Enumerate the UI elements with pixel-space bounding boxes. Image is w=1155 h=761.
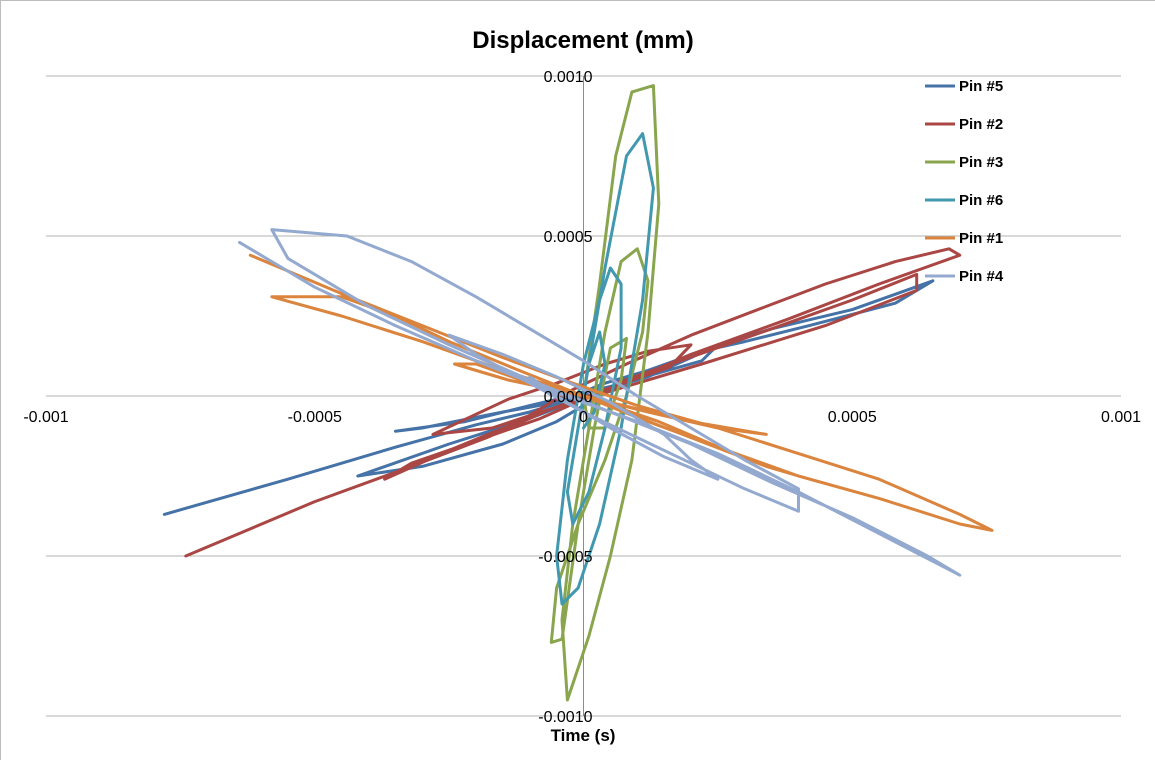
- y-tick-label-3: -0.0005: [538, 549, 592, 566]
- legend-item-5[interactable]: Pin #4: [925, 268, 1004, 285]
- y-tick-label-0: 0.0010: [544, 69, 593, 86]
- x-tick-label-1: -0.0005: [288, 409, 342, 426]
- legend-item-0[interactable]: Pin #5: [925, 78, 1003, 95]
- tick-labels: -0.001 -0.0005 0 0.0005 0.001 0.0010 0.0005 0.0…: [23, 69, 1141, 726]
- legend-item-1[interactable]: Pin #2: [925, 116, 1003, 133]
- series-line-pin-1: [248, 253, 994, 532]
- chart-title: Displacement (mm): [472, 27, 693, 54]
- legend-item-3[interactable]: Pin #6: [925, 192, 1003, 209]
- data-series: [162, 84, 994, 702]
- series-line-pin-4: [238, 228, 962, 577]
- legend: Pin #5 Pin #2 Pin #3 Pin #6 Pin #1 Pin #4: [925, 78, 1004, 285]
- legend-label: Pin #2: [959, 116, 1003, 133]
- series-line-pin-6: [555, 132, 655, 606]
- legend-item-4[interactable]: Pin #1: [925, 230, 1003, 247]
- y-tick-label-2: 0.0000: [544, 389, 593, 406]
- y-tick-label-4: -0.0010: [538, 709, 592, 726]
- x-tick-label-4: 0.001: [1101, 409, 1141, 426]
- legend-label: Pin #1: [959, 230, 1003, 247]
- legend-label: Pin #5: [959, 78, 1003, 95]
- x-tick-label-2: 0: [579, 409, 588, 426]
- x-tick-label-3: 0.0005: [828, 409, 877, 426]
- legend-label: Pin #4: [959, 268, 1004, 285]
- legend-label: Pin #3: [959, 154, 1003, 171]
- legend-label: Pin #6: [959, 192, 1003, 209]
- y-tick-label-1: 0.0005: [544, 229, 593, 246]
- series-line-pin-2: [184, 247, 962, 558]
- legend-item-2[interactable]: Pin #3: [925, 154, 1003, 171]
- x-tick-label-0: -0.001: [23, 409, 68, 426]
- x-axis-title: Time (s): [551, 726, 616, 745]
